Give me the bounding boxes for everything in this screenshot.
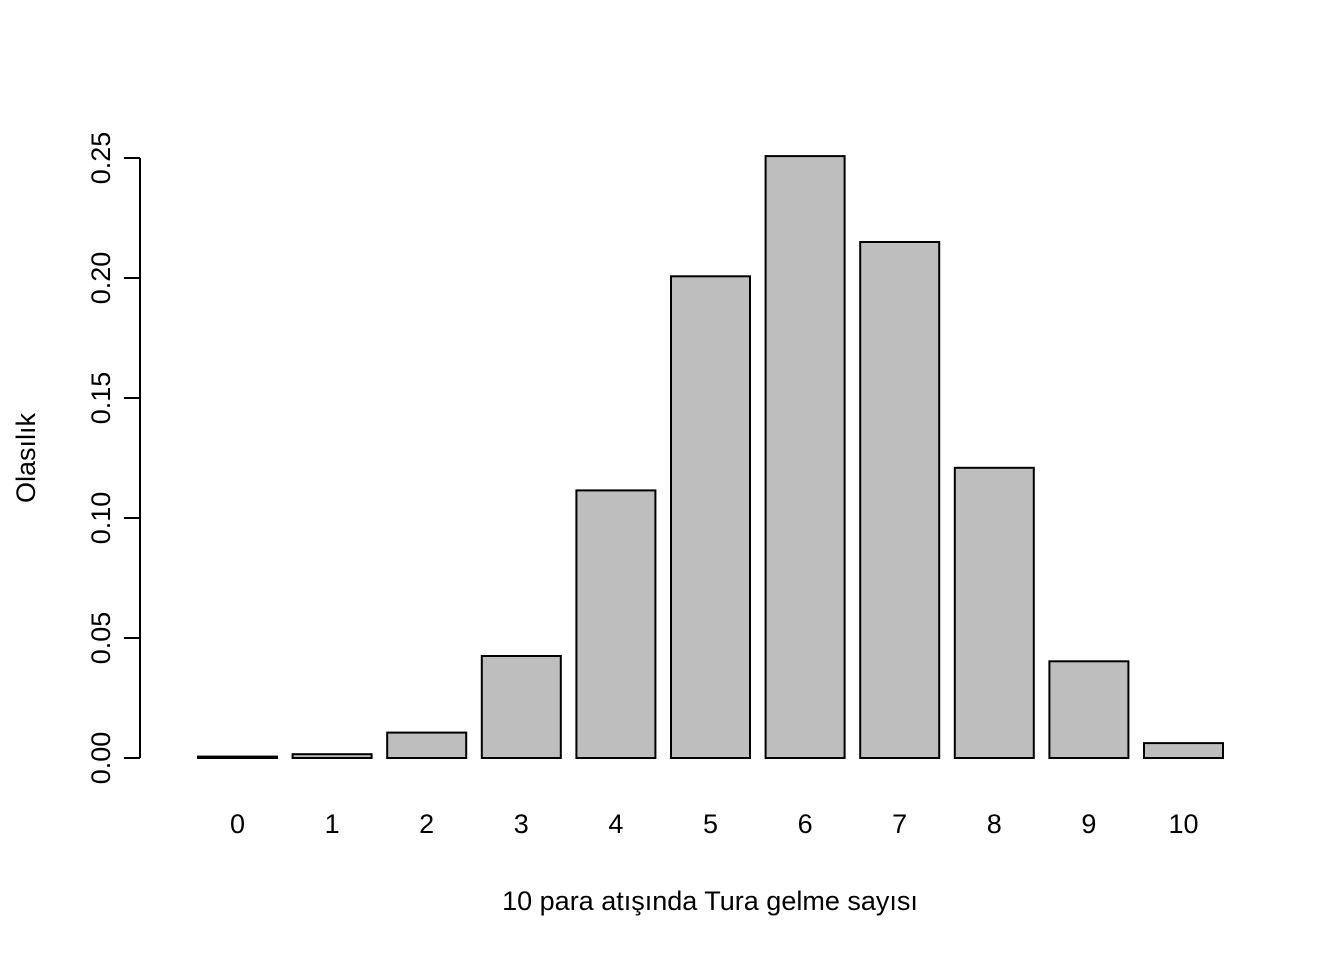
bar-5 bbox=[670, 275, 751, 759]
x-tick-label: 0 bbox=[230, 809, 245, 839]
x-tick-label: 9 bbox=[1081, 809, 1096, 839]
x-tick-label: 1 bbox=[325, 809, 340, 839]
y-axis-title: Olasılık bbox=[11, 412, 41, 503]
bar-9 bbox=[1048, 660, 1130, 759]
bar-4 bbox=[575, 489, 657, 759]
bar-6 bbox=[764, 155, 846, 760]
y-tick-label: 0.25 bbox=[86, 132, 116, 185]
x-tick-label: 3 bbox=[514, 809, 529, 839]
x-tick-label: 2 bbox=[419, 809, 434, 839]
x-tick-label: 8 bbox=[987, 809, 1002, 839]
bar-7 bbox=[859, 241, 941, 759]
bar-1 bbox=[291, 753, 373, 760]
y-tick-label: 0.05 bbox=[86, 612, 116, 665]
bar-8 bbox=[953, 466, 1035, 759]
y-tick-label: 0.10 bbox=[86, 492, 116, 545]
y-axis: 0.00 0.05 0.10 0.15 0.20 0.25 bbox=[86, 132, 141, 785]
bar-3 bbox=[480, 655, 562, 759]
bar-2 bbox=[386, 731, 468, 759]
x-tick-label: 7 bbox=[892, 809, 907, 839]
x-tick-label: 10 bbox=[1168, 809, 1198, 839]
x-tick-label: 6 bbox=[798, 809, 813, 839]
y-tick-label: 0.00 bbox=[86, 732, 116, 785]
bars-group bbox=[197, 155, 1224, 760]
x-tick-label: 4 bbox=[608, 809, 623, 839]
x-tick-label: 5 bbox=[703, 809, 718, 839]
x-axis-title: 10 para atışında Tura gelme sayısı bbox=[502, 886, 918, 916]
y-tick-label: 0.15 bbox=[86, 372, 116, 425]
y-tick-label: 0.20 bbox=[86, 252, 116, 305]
bar-0 bbox=[197, 755, 278, 759]
x-tick-labels: 0 1 2 3 4 5 6 7 8 9 10 bbox=[230, 809, 1199, 839]
bar-10 bbox=[1143, 742, 1224, 759]
